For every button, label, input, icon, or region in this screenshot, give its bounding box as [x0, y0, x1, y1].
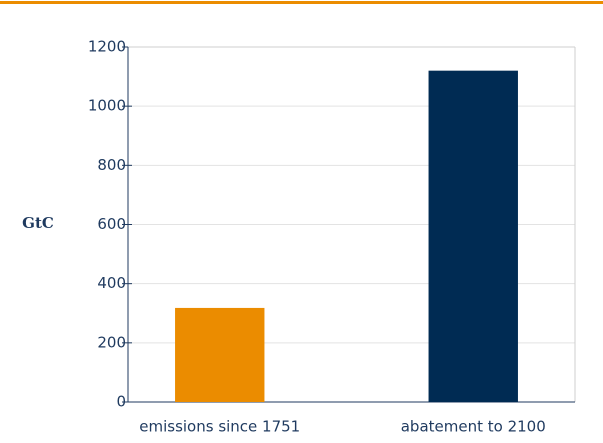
x-tick-label: emissions since 1751 [139, 418, 300, 436]
y-tick-label: 1200 [88, 38, 126, 56]
y-axis-label: GtC [22, 214, 54, 232]
y-tick-label: 800 [97, 156, 126, 174]
bar [175, 307, 265, 402]
x-tick-label: abatement to 2100 [401, 418, 546, 436]
bar [428, 70, 518, 403]
top-rule [0, 1, 603, 4]
y-tick-label: 600 [97, 215, 126, 233]
y-tick-label: 400 [97, 274, 126, 292]
y-tick-label: 1000 [88, 97, 126, 115]
y-tick-label: 0 [116, 393, 126, 411]
y-tick-label: 200 [97, 333, 126, 351]
